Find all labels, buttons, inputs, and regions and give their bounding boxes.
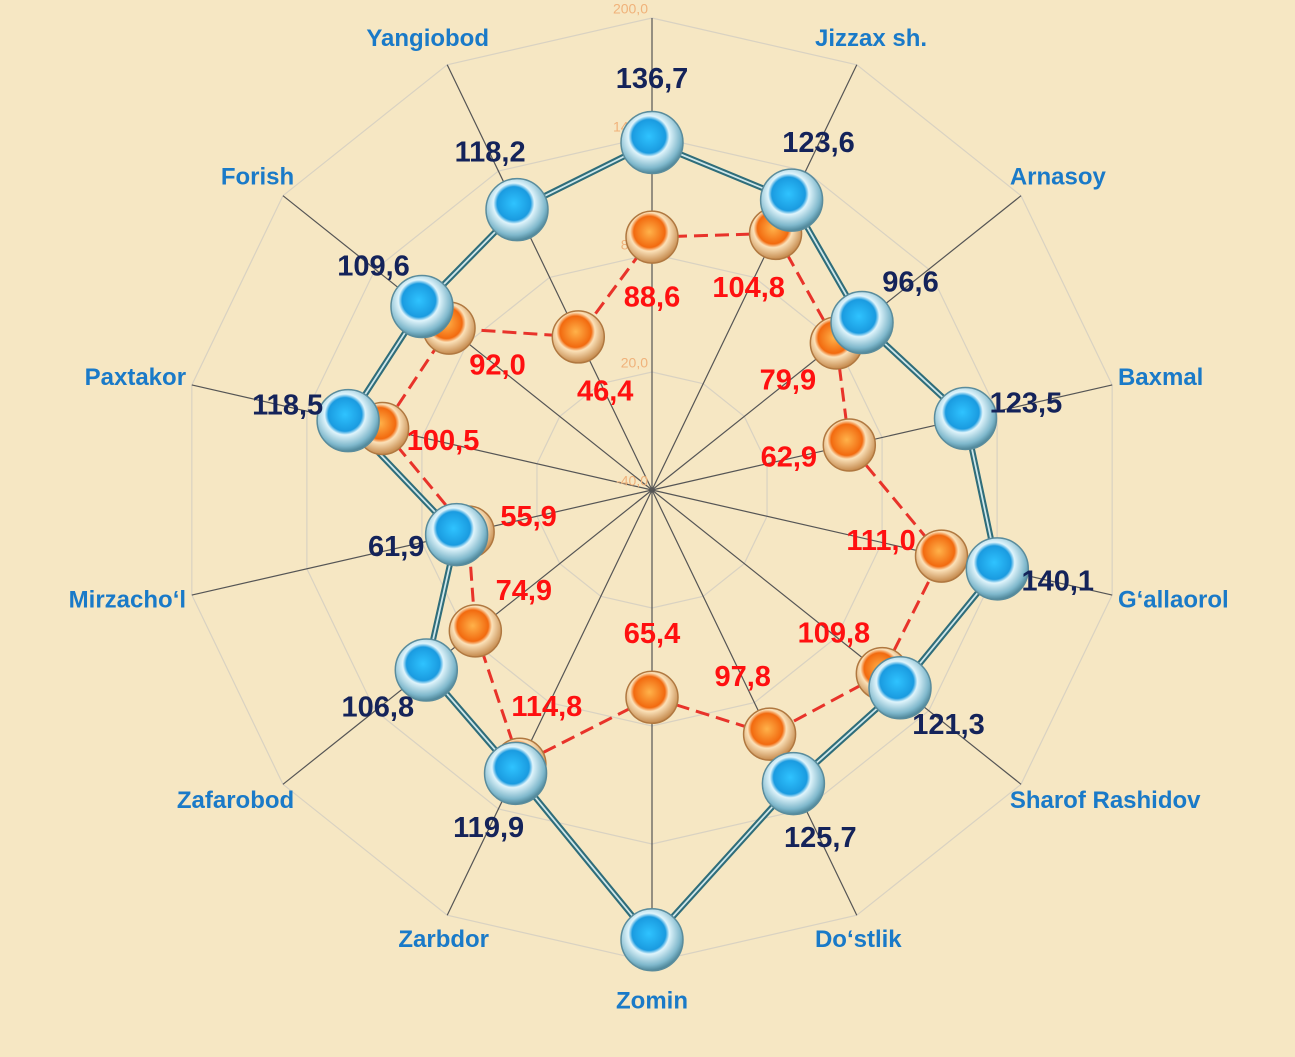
marker — [448, 604, 503, 658]
data-label: 119,9 — [453, 812, 524, 844]
spoke — [446, 64, 653, 491]
marker — [914, 529, 969, 583]
data-label: 121,3 — [912, 709, 985, 741]
marker — [759, 168, 824, 232]
marker — [483, 741, 548, 806]
data-label: 104,8 — [712, 272, 785, 304]
marker — [625, 210, 679, 264]
spoke — [651, 64, 858, 491]
data-label: 114,8 — [511, 691, 582, 723]
category-label: Do‘stlik — [815, 926, 902, 953]
data-label: 96,6 — [882, 267, 938, 299]
data-label: 88,6 — [624, 282, 680, 314]
category-label: Paxtakor — [85, 364, 186, 391]
marker — [551, 310, 606, 364]
marker — [933, 386, 998, 451]
data-label: 46,4 — [577, 375, 633, 407]
data-label: 100,5 — [407, 425, 480, 457]
data-label: 123,5 — [990, 387, 1063, 419]
data-label: 109,6 — [337, 251, 410, 283]
spoke — [651, 489, 1022, 785]
tick-label: 20,0 — [621, 355, 648, 371]
marker — [424, 502, 489, 567]
tick-label: 200,0 — [613, 1, 648, 17]
tick-label: -40,0 — [616, 473, 648, 489]
data-label: 62,9 — [761, 441, 817, 473]
spoke — [651, 384, 1113, 491]
category-label: Zafarobod — [177, 787, 294, 814]
data-label: 123,6 — [782, 127, 855, 159]
marker — [761, 751, 826, 816]
data-label: 92,0 — [469, 349, 525, 381]
category-label: Arnasoy — [1010, 164, 1107, 191]
category-label: Mirzacho‘l — [69, 587, 186, 614]
category-label: Sharof Rashidov — [1010, 787, 1201, 814]
category-label: Baxmal — [1118, 364, 1203, 391]
category-label: Yangiobod — [366, 25, 489, 52]
data-label: 118,5 — [252, 389, 323, 421]
marker — [625, 670, 679, 725]
data-label: 140,1 — [1021, 565, 1094, 597]
spoke — [651, 489, 858, 916]
data-label: 65,4 — [624, 618, 680, 650]
spoke — [191, 384, 653, 491]
data-label: 106,8 — [342, 691, 415, 723]
marker — [485, 177, 549, 242]
data-label: 79,9 — [760, 364, 816, 396]
data-label: 109,8 — [798, 618, 871, 650]
marker — [316, 388, 380, 453]
marker — [830, 290, 894, 355]
marker — [965, 537, 1030, 601]
data-label: 111,0 — [846, 525, 915, 557]
marker — [620, 908, 684, 972]
category-label: Zarbdor — [398, 926, 489, 953]
category-label: G‘allaorol — [1118, 587, 1229, 614]
data-label: 97,8 — [714, 661, 770, 693]
series-line — [380, 231, 944, 767]
data-label: 136,7 — [616, 63, 689, 95]
category-label: Forish — [221, 164, 294, 191]
data-label: 55,9 — [500, 501, 556, 533]
category-label: Zomin — [616, 987, 688, 1014]
spoke — [446, 489, 653, 916]
marker — [620, 110, 684, 175]
marker — [390, 274, 454, 339]
marker — [742, 707, 797, 761]
data-label: 118,2 — [455, 136, 526, 168]
data-label: 61,9 — [368, 531, 424, 563]
marker — [868, 656, 932, 720]
spoke — [191, 489, 653, 596]
category-label: Jizzax sh. — [815, 25, 927, 52]
data-label: 125,7 — [784, 822, 857, 854]
marker — [394, 638, 459, 702]
marker — [822, 418, 877, 472]
spoke — [651, 489, 1113, 596]
data-label: 74,9 — [496, 575, 552, 607]
